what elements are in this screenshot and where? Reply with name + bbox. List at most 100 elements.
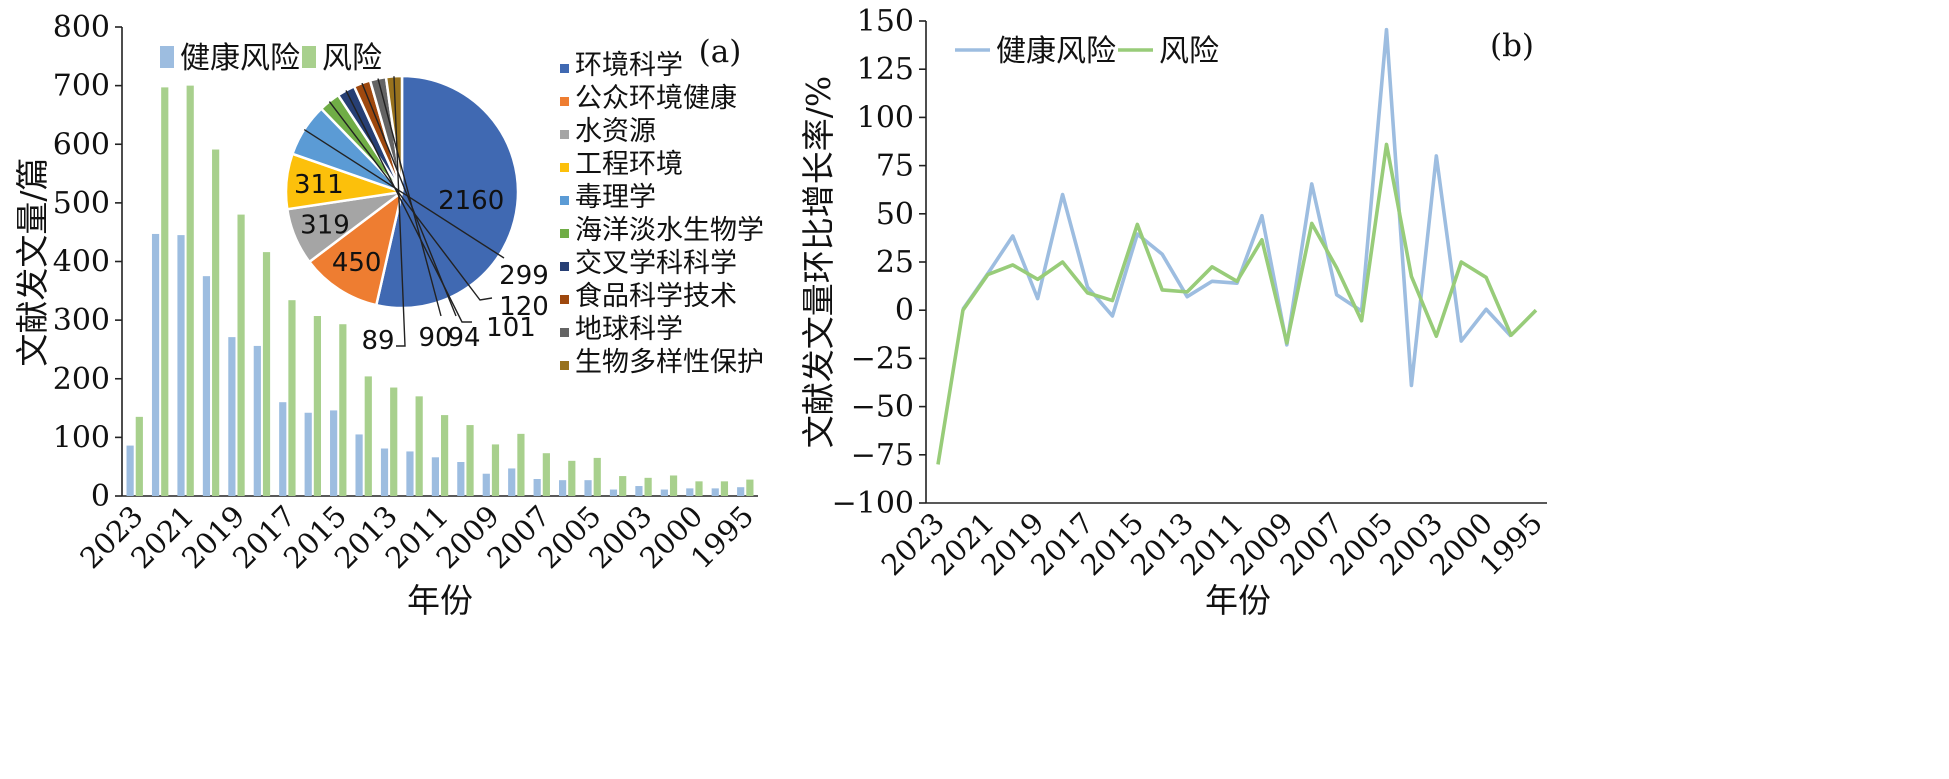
- legend-label-risk: 风险: [322, 41, 382, 76]
- pie-legend-swatch: [560, 328, 569, 337]
- pie-legend-swatch: [560, 295, 569, 304]
- bar-health-risk-2013: [380, 448, 389, 496]
- bar-health-risk-2023: [126, 445, 134, 496]
- y-tick-label: 25: [876, 245, 914, 280]
- bar-health-risk-1995: [737, 487, 745, 496]
- pie-value-label: 120: [499, 292, 549, 322]
- y-tick-label: 150: [857, 4, 914, 39]
- bar-risk-2010: [466, 425, 474, 496]
- pie-value-label: 101: [486, 313, 536, 343]
- pie-legend-label: 公众环境健康: [575, 83, 737, 114]
- legend-label-health-risk: 健康风险: [180, 41, 300, 76]
- bar-risk-2009: [491, 444, 500, 496]
- panel-b-line-chart: −100−75−50−25025507510012515020232021201…: [799, 4, 1549, 620]
- bar-health-risk-2009: [482, 473, 490, 496]
- bar-risk-2017: [288, 300, 296, 496]
- y-tick-label: 100: [53, 420, 110, 455]
- y-tick-label: 50: [876, 197, 914, 232]
- y-axis-title: 文献发文量/篇: [13, 157, 52, 366]
- y-tick-label: −100: [832, 486, 914, 521]
- y-tick-label: −25: [851, 341, 914, 376]
- legend-swatch-health-risk: [160, 46, 174, 68]
- bar-risk-2003: [644, 477, 652, 496]
- y-tick-label: 300: [53, 303, 110, 338]
- bar-risk-2012: [415, 396, 423, 496]
- bar-health-risk-2020: [202, 276, 211, 496]
- pie-leader-line: [361, 82, 457, 317]
- y-tick-label: −50: [851, 390, 914, 425]
- bar-health-risk-2011: [431, 457, 439, 496]
- pie-legend-swatch: [560, 130, 569, 139]
- bar-health-risk-2019: [228, 337, 236, 496]
- pie-legend-swatch: [560, 97, 569, 106]
- bar-risk-2013: [390, 387, 398, 496]
- bar-health-risk-2014: [355, 434, 363, 496]
- bar-risk-2020: [212, 149, 220, 496]
- x-axis-title: 年份: [1205, 581, 1271, 620]
- bar-risk-2000: [695, 481, 703, 496]
- y-tick-label: 600: [53, 127, 110, 162]
- pie-value-label: 89: [361, 326, 394, 356]
- y-tick-label: −75: [851, 438, 914, 473]
- y-tick-label: 125: [857, 52, 914, 87]
- pie-legend-label: 海洋淡水生物学: [575, 215, 764, 246]
- pie-legend-label: 生物多样性保护: [575, 347, 764, 378]
- pie-value-label: 299: [499, 261, 549, 291]
- bar-risk-2023: [135, 416, 143, 496]
- bar-health-risk-1999: [711, 488, 719, 496]
- y-tick-label: 700: [53, 69, 110, 104]
- y-tick-label: 200: [53, 362, 110, 397]
- pie-value-label: 311: [294, 170, 344, 200]
- bar-risk-2014: [364, 376, 372, 496]
- bar-risk-2016: [313, 316, 321, 496]
- bar-risk-2021: [186, 85, 194, 496]
- bar-risk-1999: [720, 481, 729, 496]
- y-tick-label: 800: [53, 10, 110, 45]
- bar-health-risk-2017: [279, 402, 287, 496]
- panel-a-bar-chart: 0100200300400500600700800202320212019201…: [13, 10, 764, 620]
- pie-slice-环境科学: [374, 74, 520, 310]
- bar-risk-2007: [542, 453, 550, 496]
- bar-risk-2004: [619, 476, 627, 496]
- bar-health-risk-2007: [533, 478, 541, 496]
- y-tick-label: 0: [895, 293, 914, 328]
- bar-health-risk-2003: [635, 486, 643, 496]
- line-series-risk: [936, 142, 1538, 465]
- pie-value-label: 319: [300, 210, 350, 240]
- y-tick-label: 500: [53, 186, 110, 221]
- pie-legend-swatch: [560, 229, 569, 238]
- y-tick-label: 75: [876, 149, 914, 184]
- bar-risk-1995: [746, 479, 754, 496]
- y-tick-label: 400: [53, 245, 110, 280]
- y-tick-label: 0: [91, 479, 110, 514]
- bar-health-risk-2006: [559, 480, 567, 496]
- pie-legend-label: 毒理学: [575, 182, 656, 213]
- pie-leader-line: [328, 101, 493, 301]
- panel-label-b: (b): [1490, 28, 1534, 64]
- bar-health-risk-2005: [584, 480, 592, 496]
- bar-health-risk-2012: [406, 451, 414, 496]
- pie-leader-line: [303, 128, 505, 259]
- bar-risk-2006: [568, 460, 576, 496]
- legend-label-health-risk: 健康风险: [996, 34, 1116, 69]
- pie-value-label: 450: [332, 248, 382, 278]
- y-axis-title: 文献发文量环比增长率/%: [799, 76, 838, 448]
- bar-health-risk-2015: [330, 410, 338, 496]
- bar-health-risk-2008: [508, 468, 516, 496]
- pie-legend-label: 工程环境: [575, 149, 683, 180]
- legend-label-risk: 风险: [1159, 34, 1219, 69]
- bar-risk-2008: [517, 433, 525, 496]
- bar-health-risk-2016: [304, 412, 312, 496]
- pie-legend-label: 环境科学: [575, 50, 683, 81]
- pie-legend-swatch: [560, 64, 569, 73]
- pie-slice-公众环境健康: [307, 188, 404, 307]
- bar-risk-2011: [441, 415, 449, 496]
- pie-legend-label: 地球科学: [575, 314, 683, 345]
- bar-health-risk-2022: [151, 233, 160, 497]
- pie-legend-swatch: [560, 196, 569, 205]
- pie-legend-swatch: [560, 163, 569, 172]
- pie-value-label: 2160: [438, 186, 504, 216]
- x-axis-title: 年份: [407, 581, 473, 620]
- bar-health-risk-2018: [253, 345, 261, 496]
